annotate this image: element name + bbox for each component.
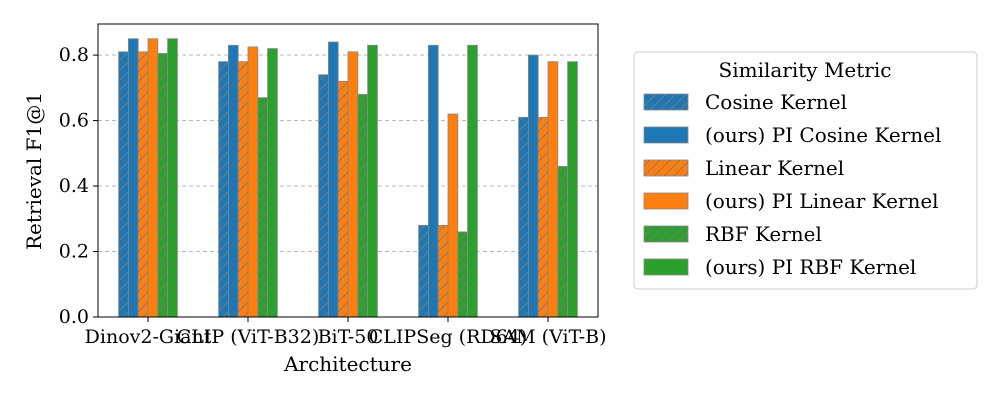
bar xyxy=(367,44,378,318)
bar-hatch xyxy=(418,225,429,317)
legend-swatch xyxy=(643,126,689,144)
x-axis-title: Architecture xyxy=(283,352,412,376)
bar xyxy=(567,61,578,318)
y-axis-title: Retrieval F1@1 xyxy=(22,92,46,250)
y-tick-label: 0.4 xyxy=(59,175,89,197)
legend-swatch-hatch xyxy=(644,94,688,110)
bar-hatch xyxy=(238,61,248,318)
bar-hatch xyxy=(318,74,329,318)
x-tick-label: CLIPSeg (RD64) xyxy=(369,326,527,348)
bar-hatch xyxy=(138,51,148,318)
x-tick-label: Dinov2-Giant xyxy=(85,326,212,348)
bar-hatch xyxy=(438,225,448,317)
legend-label: (ours) PI Cosine Kernel xyxy=(705,123,941,147)
legend-label: Cosine Kernel xyxy=(705,90,847,114)
bar-hatch xyxy=(457,231,468,317)
legend-label: (ours) PI Linear Kernel xyxy=(705,189,939,213)
legend-item: (ours) PI RBF Kernel xyxy=(643,255,916,279)
bar xyxy=(247,46,259,318)
y-tick-label: 0.0 xyxy=(59,306,89,328)
x-tick-label: CLIP (ViT-B32) xyxy=(177,326,320,348)
x-tick-label: SAM (ViT-B) xyxy=(489,326,606,348)
legend-swatch xyxy=(643,258,689,276)
y-tick-label: 0.8 xyxy=(59,44,89,66)
legend-swatch xyxy=(643,192,689,210)
bar-hatch xyxy=(257,97,268,318)
bar xyxy=(147,38,159,318)
bar xyxy=(267,48,278,318)
y-tick-label: 0.2 xyxy=(59,241,89,263)
bar xyxy=(427,44,439,318)
bar xyxy=(467,44,478,318)
bar xyxy=(447,113,459,318)
legend-item: (ours) PI Cosine Kernel xyxy=(643,123,941,147)
x-tick-label: BiT-50 xyxy=(318,326,379,348)
bar xyxy=(528,54,539,318)
bar-hatch xyxy=(357,94,368,318)
bar-hatch xyxy=(218,61,229,318)
bar-hatch xyxy=(118,51,129,318)
bar xyxy=(327,41,339,318)
bars xyxy=(118,38,578,318)
legend-item: (ours) PI Linear Kernel xyxy=(643,189,939,213)
bar xyxy=(347,51,359,318)
legend-item: Cosine Kernel xyxy=(643,90,847,114)
y-axis: 0.0 0.2 0.4 0.6 0.8 xyxy=(59,44,98,328)
legend-title: Similarity Metric xyxy=(719,58,892,82)
legend-label: Linear Kernel xyxy=(705,156,844,180)
bar-hatch xyxy=(518,117,529,318)
legend-item: RBF Kernel xyxy=(643,222,822,246)
bar xyxy=(547,61,559,318)
legend-label: RBF Kernel xyxy=(705,222,822,246)
bar-hatch xyxy=(157,53,168,318)
legend-swatch-hatch xyxy=(644,160,688,176)
gridlines xyxy=(98,54,598,252)
bar-hatch xyxy=(557,166,568,317)
bar xyxy=(127,38,139,318)
y-tick-label: 0.6 xyxy=(59,110,89,132)
legend-item: Linear Kernel xyxy=(643,156,844,180)
bar xyxy=(167,38,178,318)
legend-swatch-hatch xyxy=(644,226,688,242)
legend-label: (ours) PI RBF Kernel xyxy=(705,255,916,279)
bar xyxy=(227,44,239,318)
legend-frame xyxy=(633,51,978,290)
legend: Similarity Metric Cosine Kernel (ours) PI… xyxy=(633,51,978,290)
bar-hatch xyxy=(338,81,348,318)
bar-hatch xyxy=(538,117,548,318)
